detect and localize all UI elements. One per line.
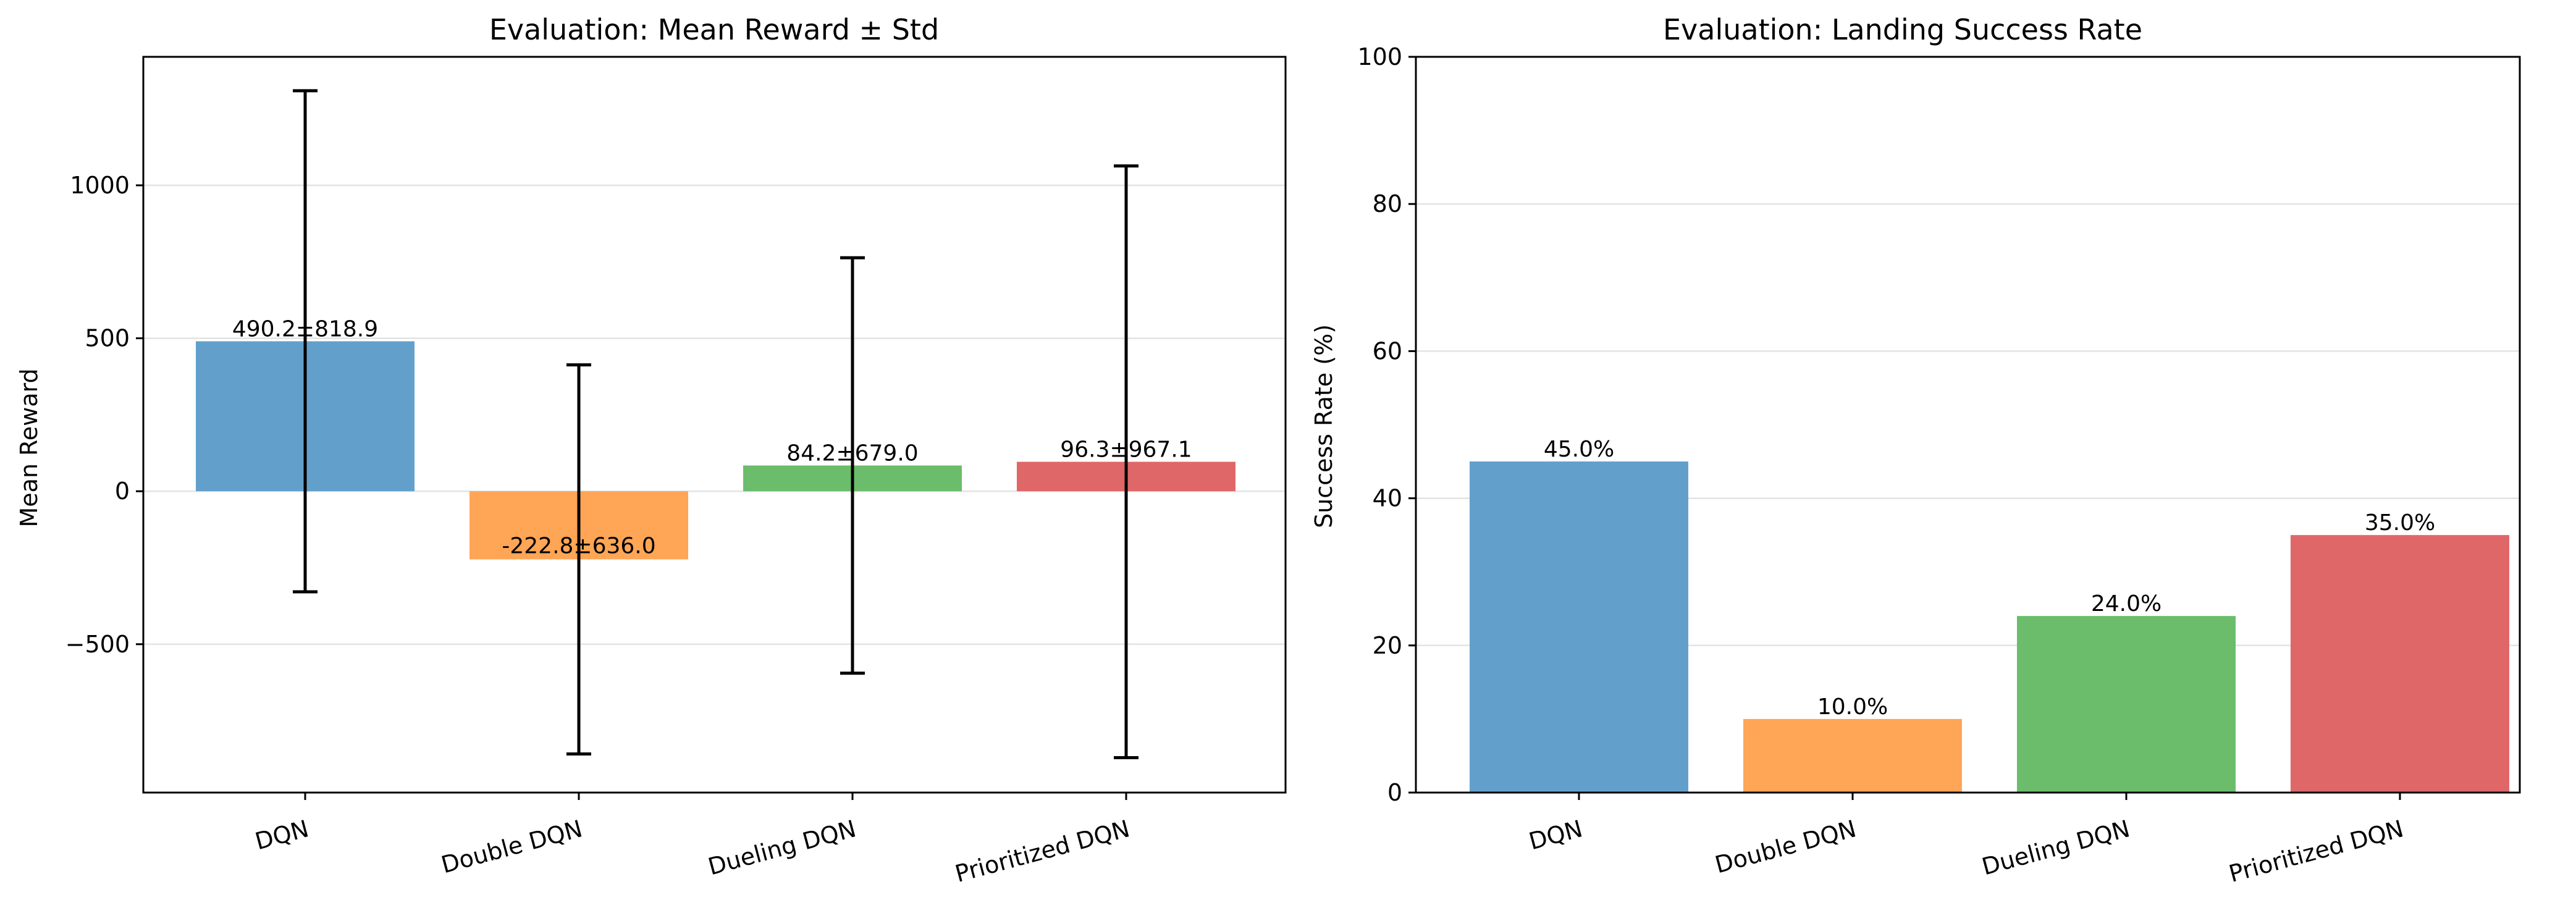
- plot-frame: [1415, 56, 2521, 794]
- x-axis-ticks: DQN Double DQN Dueling DQN Prioritized DQN: [1526, 793, 2406, 888]
- bar-value-label: 45.0%: [1544, 437, 1614, 462]
- y-axis-label: Mean Reward: [15, 368, 43, 527]
- bar-value-label: -222.8±636.0: [502, 534, 655, 559]
- bar-value-label: 490.2±818.9: [232, 316, 378, 342]
- bar-value-labels: 45.0% 10.0% 24.0% 35.0%: [1544, 437, 2435, 720]
- y-tick-label: 1000: [70, 172, 130, 199]
- bar-value-label: 84.2±679.0: [786, 441, 918, 466]
- error-bars: [293, 89, 1139, 759]
- y-tick-label: 40: [1373, 485, 1402, 512]
- y-tick-label: 0: [1387, 779, 1402, 806]
- bar: [2291, 535, 2509, 793]
- y-tick-label: 20: [1373, 632, 1402, 659]
- bar: [2017, 616, 2236, 793]
- bar: [1743, 718, 1962, 793]
- bar: [1470, 461, 1688, 793]
- y-tick-label: 60: [1373, 337, 1402, 364]
- x-tick-label: DQN: [252, 815, 311, 855]
- x-tick-label: Prioritized DQN: [952, 815, 1132, 888]
- y-axis-ticks: 0 20 40 60 80 100: [1357, 43, 1416, 806]
- success-rate-chart: Evaluation: Landing Success Rate Success…: [1310, 13, 2521, 888]
- chart-title: Evaluation: Mean Reward ± Std: [489, 13, 939, 46]
- x-tick-label: Dueling DQN: [1979, 815, 2133, 880]
- x-tick-label: Double DQN: [439, 815, 586, 878]
- y-tick-label: −500: [65, 631, 130, 658]
- bar-value-label: 10.0%: [1817, 694, 1888, 720]
- chart-title: Evaluation: Landing Success Rate: [1663, 13, 2142, 46]
- bar-value-label: 35.0%: [2365, 510, 2435, 536]
- y-tick-label: 0: [115, 478, 130, 505]
- x-tick-label: DQN: [1526, 815, 1585, 855]
- x-axis-ticks: DQN Double DQN Dueling DQN Prioritized DQN: [252, 793, 1132, 888]
- y-tick-label: 100: [1357, 43, 1402, 70]
- mean-reward-chart: Evaluation: Mean Reward ± Std Mean Rewar…: [15, 13, 1287, 888]
- bar-value-label: 24.0%: [2091, 591, 2161, 617]
- plot-frame: [142, 56, 1287, 794]
- y-tick-label: 500: [85, 325, 130, 352]
- bar-value-label: 96.3±967.1: [1060, 437, 1192, 463]
- x-tick-label: Dueling DQN: [705, 815, 859, 880]
- y-tick-label: 80: [1373, 190, 1402, 217]
- bar-value-labels: 490.2±818.9 -222.8±636.0 84.2±679.0 96.3±96…: [232, 316, 1192, 558]
- y-axis-label: Success Rate (%): [1310, 324, 1337, 528]
- x-tick-label: Prioritized DQN: [2226, 815, 2406, 888]
- x-tick-label: Double DQN: [1712, 815, 1859, 878]
- y-axis-ticks: −500 0 500 1000: [65, 172, 143, 658]
- bars: [1470, 461, 2509, 793]
